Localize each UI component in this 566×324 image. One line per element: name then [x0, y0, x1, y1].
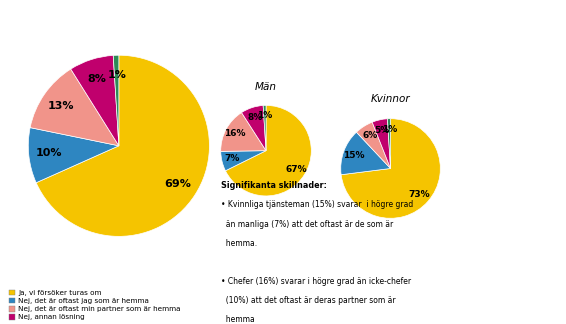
Text: (10%) att det oftast är deras partner som är: (10%) att det oftast är deras partner so… — [221, 296, 396, 305]
Text: 16%: 16% — [224, 130, 246, 138]
Text: 6%: 6% — [362, 131, 378, 140]
Text: än manliga (7%) att det oftast är de som är: än manliga (7%) att det oftast är de som… — [221, 220, 393, 228]
Wedge shape — [357, 122, 391, 168]
Text: 8%: 8% — [247, 113, 263, 122]
Wedge shape — [30, 69, 119, 146]
Wedge shape — [372, 119, 391, 168]
Legend: Ja, vi försöker turas om, Nej, det är oftast jag som är hemma, Nej, det är oftas: Ja, vi försöker turas om, Nej, det är of… — [9, 290, 181, 320]
Wedge shape — [387, 119, 391, 168]
Text: Signifikanta skillnader:: Signifikanta skillnader: — [221, 181, 327, 191]
Wedge shape — [341, 132, 391, 175]
Text: 13%: 13% — [48, 100, 74, 110]
Text: 8%: 8% — [88, 74, 106, 84]
Wedge shape — [225, 105, 311, 196]
Text: 73%: 73% — [409, 190, 431, 199]
Text: 5%: 5% — [375, 126, 389, 135]
Title: Män: Män — [255, 82, 277, 92]
Text: hemma.: hemma. — [221, 238, 257, 248]
Text: 1%: 1% — [381, 125, 397, 134]
Text: 1%: 1% — [107, 70, 126, 80]
Text: 1%: 1% — [258, 111, 272, 120]
Wedge shape — [71, 55, 119, 146]
Wedge shape — [242, 106, 266, 151]
Text: hemma: hemma — [221, 315, 255, 324]
Text: 15%: 15% — [343, 151, 365, 160]
Wedge shape — [36, 55, 209, 237]
Wedge shape — [28, 128, 119, 183]
Wedge shape — [221, 112, 266, 151]
Wedge shape — [113, 55, 119, 146]
Wedge shape — [341, 119, 440, 218]
Title: Kvinnor: Kvinnor — [371, 94, 410, 104]
Wedge shape — [221, 151, 266, 171]
Text: 10%: 10% — [36, 148, 62, 158]
Text: 67%: 67% — [285, 165, 307, 174]
Text: • Kvinnliga tjänsteman (15%) svarar  i högre grad: • Kvinnliga tjänsteman (15%) svarar i hö… — [221, 201, 413, 210]
Text: • Chefer (16%) svarar i högre grad än icke-chefer: • Chefer (16%) svarar i högre grad än ic… — [221, 277, 411, 286]
Text: 69%: 69% — [165, 179, 191, 189]
Wedge shape — [263, 105, 266, 151]
Text: 7%: 7% — [224, 155, 239, 164]
